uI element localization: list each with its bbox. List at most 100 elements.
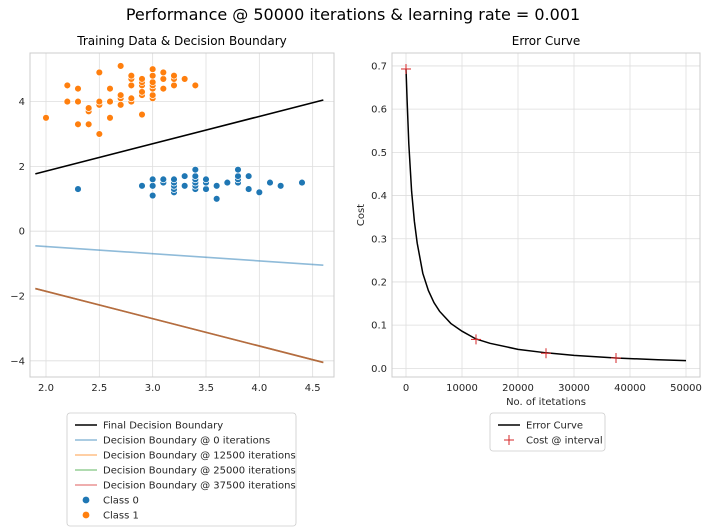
- y-tick-label: 0.6: [371, 105, 387, 116]
- legend: Error Curve Cost @ interval: [489, 412, 606, 452]
- data-point: [191, 81, 200, 90]
- data-point: [63, 81, 72, 90]
- data-point: [116, 91, 125, 99]
- data-point: [180, 182, 189, 190]
- data-point: [223, 178, 232, 187]
- data-point: [84, 120, 93, 129]
- boundary-line: [35, 287, 324, 364]
- cost-marker: [471, 334, 481, 345]
- data-point: [170, 71, 178, 80]
- cost-marker: [401, 63, 411, 74]
- y-tick-label: 0: [19, 227, 25, 238]
- x-tick-label: 40000: [614, 383, 646, 394]
- plot-frame: [29, 52, 335, 378]
- data-point: [84, 104, 93, 112]
- legend-box: [489, 412, 606, 452]
- error-curve-panel: 0 10000 20000 30000 40000 50000 0.0 0.1 0.2 0.3 0.…: [356, 34, 702, 452]
- figure-title: Performance @ 50000 iterations & learnin…: [126, 5, 580, 24]
- data-point: [148, 182, 157, 190]
- y-tick-label: 0.3: [371, 234, 387, 245]
- legend: Final Decision Boundary Decision Boundary…: [66, 412, 297, 527]
- data-point: [106, 97, 114, 106]
- data-point: [148, 78, 157, 86]
- data-point: [138, 88, 146, 96]
- y-tick-label: 4: [19, 97, 25, 108]
- x-tick-label: 50000: [670, 383, 702, 394]
- data-point: [95, 130, 104, 138]
- data-point: [159, 68, 168, 77]
- data-point: [116, 62, 125, 70]
- data-point: [148, 175, 157, 184]
- data-point: [127, 81, 136, 90]
- legend-label: Cost @ interval: [526, 436, 603, 447]
- y-axis-label: Cost: [356, 204, 367, 226]
- x-tick-label: 4.5: [305, 383, 321, 394]
- y-tick-label: 0.2: [371, 277, 387, 288]
- legend-box: [66, 412, 297, 527]
- legend-label: Class 1: [103, 511, 139, 522]
- y-tick-label: 0.7: [371, 61, 387, 72]
- data-point: [138, 110, 146, 119]
- data-point: [95, 68, 104, 77]
- x-tick-label: 3.0: [145, 383, 161, 394]
- x-axis-label: No. of itetations: [506, 397, 586, 408]
- boundary-line: [35, 244, 324, 267]
- data-point: [170, 175, 178, 184]
- data-point: [244, 172, 253, 180]
- x-tick-label: 10000: [446, 383, 478, 394]
- x-tick-label: 20000: [502, 383, 534, 394]
- y-tick-label: 0.4: [371, 191, 387, 202]
- data-point: [234, 172, 242, 180]
- data-point: [244, 185, 253, 193]
- data-point: [116, 101, 125, 109]
- legend-swatch-dot: [82, 511, 90, 519]
- data-point: [202, 175, 210, 184]
- legend-label: Decision Boundary @ 25000 iterations: [103, 466, 296, 477]
- data-point: [74, 120, 82, 129]
- cost-marker: [611, 352, 621, 363]
- y-tick-label: 0.0: [371, 364, 387, 375]
- data-point: [127, 94, 136, 103]
- data-point: [95, 97, 104, 106]
- data-point: [266, 178, 274, 187]
- data-point: [148, 191, 157, 200]
- legend-label: Final Decision Boundary: [103, 421, 223, 432]
- legend-swatch-dot: [82, 496, 90, 504]
- y-tick-label: −4: [10, 356, 25, 367]
- data-point: [255, 188, 264, 197]
- data-point: [159, 84, 168, 93]
- y-tick-label: −2: [10, 292, 25, 303]
- data-point: [42, 114, 50, 122]
- y-tick-label: 0.5: [371, 148, 387, 159]
- data-point: [106, 114, 114, 122]
- data-point: [191, 165, 200, 174]
- x-tick-label: 0: [403, 383, 409, 394]
- x-tick-label: 2.0: [38, 383, 54, 394]
- data-point: [159, 175, 168, 184]
- chart-title: Training Data & Decision Boundary: [76, 34, 287, 48]
- data-point: [202, 185, 210, 193]
- plot-frame: [391, 52, 701, 378]
- data-point: [159, 75, 168, 83]
- y-tick-label: 2: [19, 162, 25, 173]
- data-point: [148, 65, 157, 73]
- data-point: [234, 165, 242, 174]
- data-point: [127, 71, 136, 80]
- data-point: [170, 81, 178, 90]
- boundary-line: [35, 99, 324, 175]
- data-point: [180, 75, 189, 83]
- x-tick-label: 3.5: [198, 383, 214, 394]
- data-point: [106, 84, 114, 93]
- y-tick-label: 0.1: [371, 321, 387, 332]
- cost-marker: [541, 348, 551, 359]
- data-point: [298, 178, 306, 187]
- data-point: [74, 185, 82, 193]
- plot-area: [30, 53, 334, 377]
- x-tick-label: 4.0: [251, 383, 267, 394]
- data-point: [212, 182, 221, 190]
- legend-label: Decision Boundary @ 0 iterations: [103, 436, 270, 447]
- legend-label: Decision Boundary @ 37500 iterations: [103, 481, 296, 492]
- legend-label: Error Curve: [526, 421, 583, 432]
- chart-title: Error Curve: [512, 34, 580, 48]
